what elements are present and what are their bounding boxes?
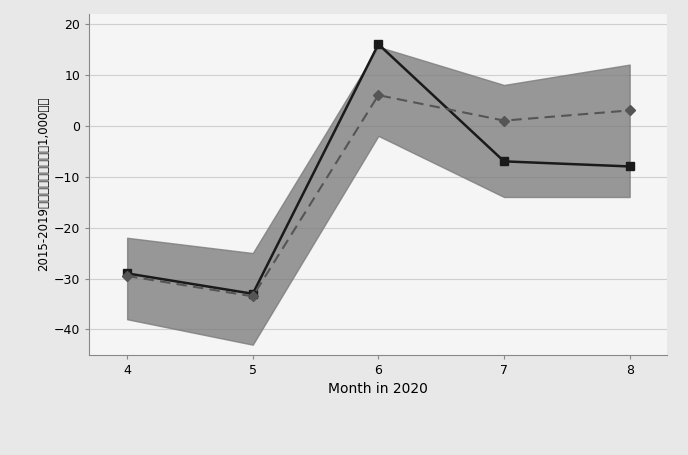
X-axis label: Month in 2020: Month in 2020 (328, 383, 429, 396)
Y-axis label: 2015-2019年平均からの乖離（1,000円）: 2015-2019年平均からの乖離（1,000円） (37, 97, 50, 272)
